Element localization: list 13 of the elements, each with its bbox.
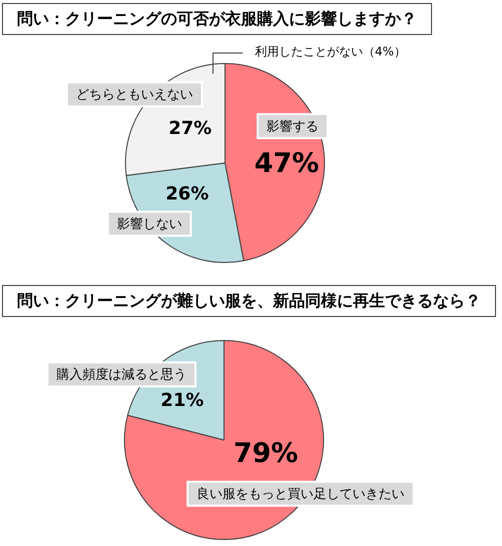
- data-label: 47%: [254, 148, 320, 180]
- data-label: 27%: [168, 118, 212, 139]
- chart-title: 問い：クリーニングが難しい服を、新品同様に再生できるなら？: [2, 285, 496, 317]
- slice-label: 影響しない: [116, 217, 182, 232]
- text: 利用したことがない（4%）: [254, 44, 406, 59]
- data-label: 79%: [233, 438, 298, 469]
- slice-label: 影響する: [266, 120, 319, 135]
- data-label: 21%: [160, 390, 204, 411]
- slice-label: 購入頻度は減ると思う: [56, 366, 187, 383]
- chart-title: 問い：クリーニングの可否が衣服購入に影響しますか？: [2, 3, 432, 35]
- slice-label: どちらともいえない: [76, 88, 193, 103]
- slice-label: 良い服をもっと買い足していきたい: [196, 487, 405, 502]
- data-label: 26%: [166, 184, 209, 205]
